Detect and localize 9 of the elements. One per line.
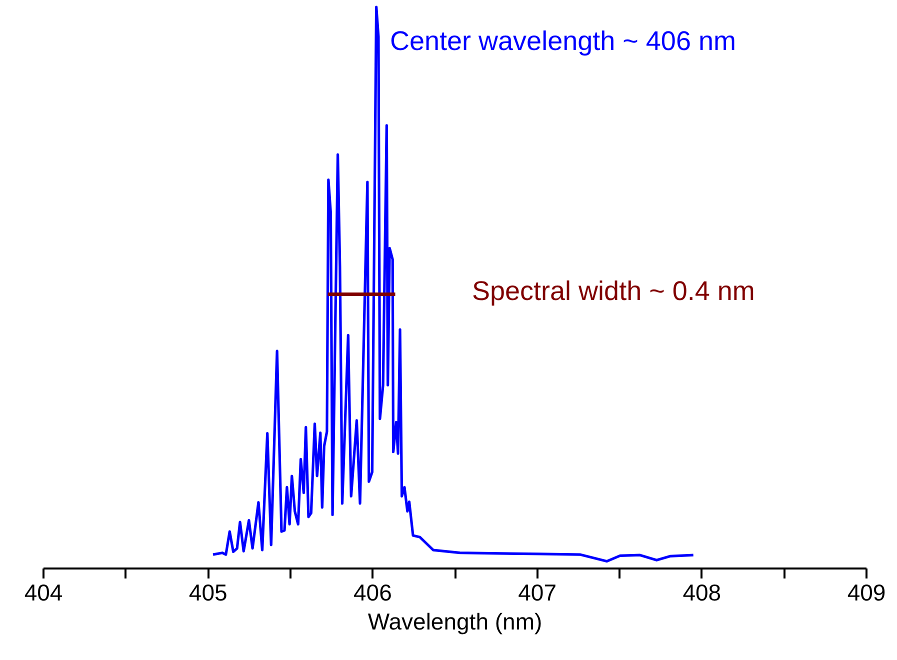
x-tick-label: 409 bbox=[847, 580, 886, 606]
x-axis-title: Wavelength (nm) bbox=[368, 608, 542, 634]
x-tick-label: 405 bbox=[188, 580, 228, 606]
x-tick-label: 407 bbox=[518, 580, 556, 606]
x-tick-label: 408 bbox=[682, 580, 722, 606]
x-tick-label: 404 bbox=[24, 580, 63, 606]
x-tick-label: 406 bbox=[354, 580, 392, 606]
annotation: Spectral width ~ 0.4 nm bbox=[472, 276, 755, 306]
annotation: Center wavelength ~ 406 nm bbox=[390, 26, 736, 56]
